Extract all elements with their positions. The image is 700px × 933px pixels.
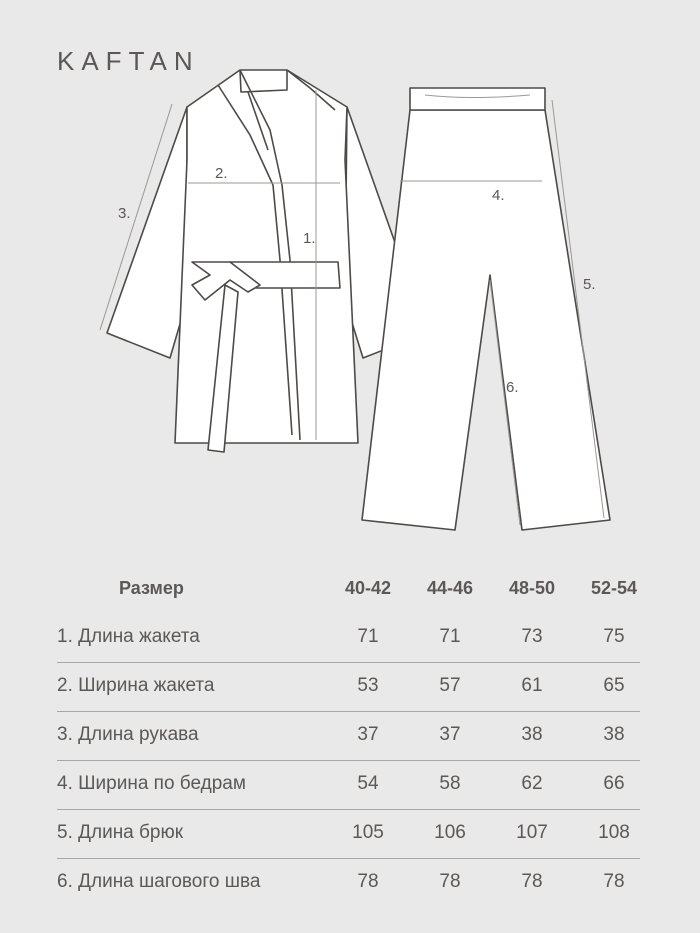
cell: 62	[521, 773, 543, 794]
table-row: 6. Длина шагового шва 78 78 78 78	[57, 859, 640, 908]
cell: 57	[439, 675, 461, 696]
row-label: 1. Длина жакета	[57, 626, 200, 647]
table-row: 1. Длина жакета 71 71 73 75	[57, 614, 640, 663]
measure-label-1: 1.	[303, 230, 316, 247]
measure-label-2: 2.	[215, 165, 228, 182]
size-header: 40-42	[344, 578, 392, 598]
cell: 78	[521, 871, 543, 892]
cell: 78	[439, 871, 461, 892]
cell: 106	[434, 822, 466, 843]
table-row: 4. Ширина по бедрам 54 58 62 66	[57, 761, 640, 810]
kaftan-bow	[191, 261, 261, 301]
size-header: 52-54	[590, 578, 638, 598]
measure-label-5: 5.	[583, 276, 596, 293]
size-header: 48-50	[508, 578, 556, 598]
measure-label-4: 4.	[492, 187, 505, 204]
cell: 54	[357, 773, 379, 794]
cell: 71	[439, 626, 461, 647]
row-label: 4. Ширина по бедрам	[57, 773, 246, 794]
row-label: 2. Ширина жакета	[57, 675, 215, 696]
cell: 37	[357, 724, 379, 745]
cell: 107	[516, 822, 548, 843]
kaftan-left-sleeve	[106, 106, 188, 359]
cell: 78	[357, 871, 379, 892]
header-label: Размер	[119, 578, 184, 598]
measure-label-6: 6.	[506, 379, 519, 396]
table-header: Размер 40-42 44-46 48-50 52-54	[57, 566, 640, 614]
row-label: 3. Длина рукава	[57, 724, 199, 745]
cell: 71	[357, 626, 379, 647]
cell: 61	[521, 675, 543, 696]
table-row: 5. Длина брюк 105 106 107 108	[57, 810, 640, 859]
kaftan-collar	[239, 69, 301, 441]
garment-diagram: 1. 2. 3. 4. 5. 6.	[99, 69, 611, 531]
kaftan-body	[174, 69, 359, 444]
row-label: 6. Длина шагового шва	[57, 871, 261, 892]
cell: 108	[598, 822, 630, 843]
size-table: Размер 40-42 44-46 48-50 52-54 1. Длина …	[57, 566, 640, 908]
cell: 75	[603, 626, 625, 647]
size-header: 44-46	[426, 578, 474, 598]
table-row: 3. Длина рукава 37 37 38 38	[57, 712, 640, 761]
cell: 65	[603, 675, 625, 696]
cell: 73	[521, 626, 543, 647]
table-row: 2. Ширина жакета 53 57 61 65	[57, 663, 640, 712]
row-label: 5. Длина брюк	[57, 822, 184, 843]
cell: 38	[603, 724, 625, 745]
cell: 38	[521, 724, 543, 745]
cell: 53	[357, 675, 379, 696]
cell: 37	[439, 724, 461, 745]
pants	[361, 109, 611, 531]
cell: 105	[352, 822, 384, 843]
cell: 78	[603, 871, 625, 892]
page-title: KAFTAN	[57, 46, 200, 76]
pants-waistband	[409, 87, 546, 111]
measure-label-3: 3.	[118, 205, 131, 222]
cell: 58	[439, 773, 461, 794]
cell: 66	[603, 773, 625, 794]
